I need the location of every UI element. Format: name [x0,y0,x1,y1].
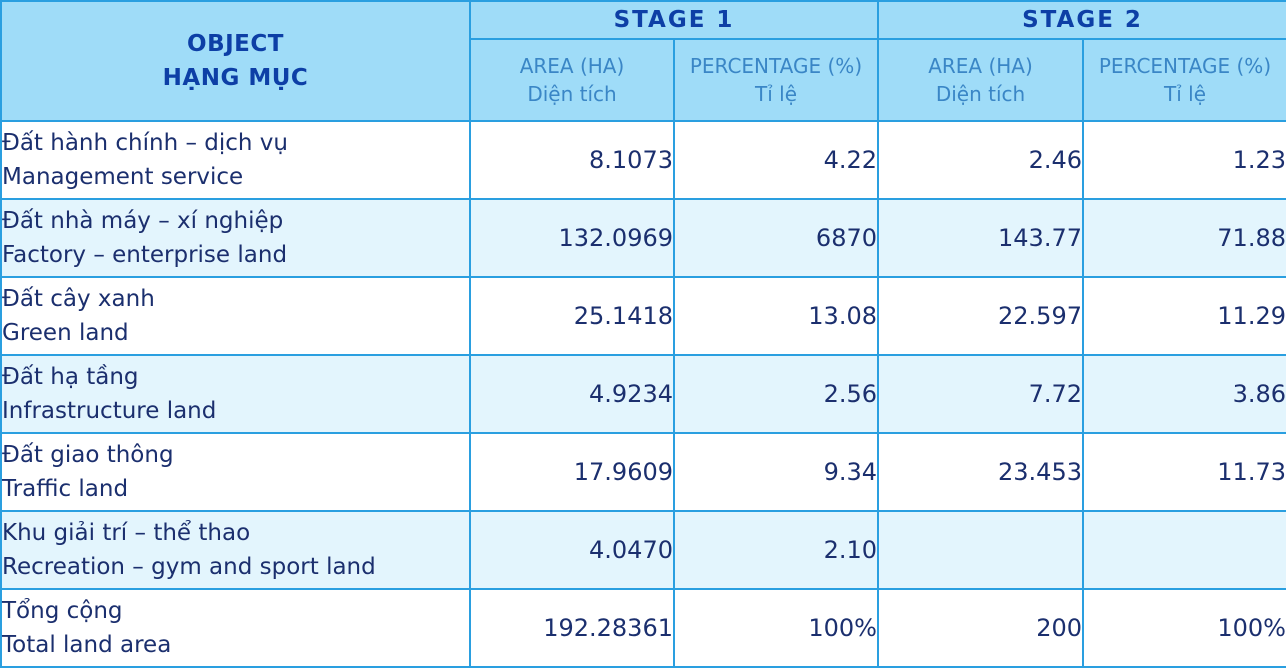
row-label-en: Green land [2,320,129,346]
percentage-header-en: PERCENTAGE (%) [689,54,863,78]
stage2-area-cell [877,510,1084,590]
stage1-area-cell: 8.1073 [469,120,675,200]
object-header: OBJECT HẠNG MỤC [0,0,471,122]
stage2-area-cell: 143.77 [877,198,1084,278]
stage2-percentage-cell: 71.88 [1082,198,1286,278]
row-label-en: Recreation – gym and sport land [2,554,376,580]
row-label-en: Factory – enterprise land [2,242,288,268]
table-row: Đất hạ tầng Infrastructure land 4.9234 2… [0,354,1286,434]
row-label-en: Traffic land [2,476,129,502]
area-header-en: AREA (HA) [928,54,1033,78]
row-label: Đất hành chính – dịch vụ Management serv… [0,120,471,200]
stage1-area-header: AREA (HA) Diện tích [469,38,675,122]
stage2-area-cell: 22.597 [877,276,1084,356]
row-label-vi: Khu giải trí – thể thao [2,520,251,546]
object-header-vi: HẠNG MỤC [162,65,309,91]
row-label-vi: Đất nhà máy – xí nghiệp [2,208,284,234]
table-row: Đất giao thông Traffic land 17.9609 9.34… [0,432,1286,512]
stage2-area-header: AREA (HA) Diện tích [877,38,1084,122]
row-label: Đất hạ tầng Infrastructure land [0,354,471,434]
stage2-area-cell: 200 [877,588,1084,668]
stage1-area-cell: 17.9609 [469,432,675,512]
area-header-vi: Diện tích [935,82,1026,106]
stage2-area-cell: 7.72 [877,354,1084,434]
stage1-percentage-cell: 2.10 [673,510,879,590]
stage2-percentage-cell [1082,510,1286,590]
stage1-header: STAGE 1 [469,0,879,40]
stage1-percentage-cell: 6870 [673,198,879,278]
table-row: Đất nhà máy – xí nghiệp Factory – enterp… [0,198,1286,278]
stage1-percentage-cell: 9.34 [673,432,879,512]
stage1-area-cell: 25.1418 [469,276,675,356]
stage2-percentage-cell: 3.86 [1082,354,1286,434]
table-row-total: Tổng cộng Total land area 192.28361 100%… [0,588,1286,668]
row-label-en: Management service [2,164,244,190]
row-label-vi: Đất hành chính – dịch vụ [2,130,288,156]
row-label: Đất cây xanh Green land [0,276,471,356]
row-label-vi: Đất giao thông [2,442,174,468]
object-header-en: OBJECT [187,31,284,57]
stage2-percentage-cell: 11.73 [1082,432,1286,512]
table-row: Đất cây xanh Green land 25.1418 13.08 22… [0,276,1286,356]
row-label-vi: Đất hạ tầng [2,364,139,390]
stage1-area-cell: 4.0470 [469,510,675,590]
stage2-percentage-cell: 11.29 [1082,276,1286,356]
stage2-percentage-header: PERCENTAGE (%) Tỉ lệ [1082,38,1286,122]
stage2-percentage-cell: 100% [1082,588,1286,668]
row-label: Đất giao thông Traffic land [0,432,471,512]
percentage-header-vi: Tỉ lệ [1164,82,1206,106]
area-header-en: AREA (HA) [519,54,625,78]
row-label-vi: Tổng cộng [2,598,123,624]
table-row: Khu giải trí – thể thao Recreation – gym… [0,510,1286,590]
row-label: Khu giải trí – thể thao Recreation – gym… [0,510,471,590]
stage2-area-cell: 23.453 [877,432,1084,512]
area-header-vi: Diện tích [527,82,617,106]
percentage-header-en: PERCENTAGE (%) [1098,54,1272,78]
row-label: Đất nhà máy – xí nghiệp Factory – enterp… [0,198,471,278]
stage1-percentage-cell: 13.08 [673,276,879,356]
stage1-percentage-cell: 2.56 [673,354,879,434]
row-label-vi: Đất cây xanh [2,286,155,312]
percentage-header-vi: Tỉ lệ [755,82,797,106]
stage1-percentage-header: PERCENTAGE (%) Tỉ lệ [673,38,879,122]
row-label: Tổng cộng Total land area [0,588,471,668]
stage1-percentage-cell: 4.22 [673,120,879,200]
stage2-percentage-cell: 1.23 [1082,120,1286,200]
stage1-area-cell: 192.28361 [469,588,675,668]
stage1-percentage-cell: 100% [673,588,879,668]
row-label-en: Infrastructure land [2,398,217,424]
stage1-area-cell: 132.0969 [469,198,675,278]
stage1-area-cell: 4.9234 [469,354,675,434]
stage2-area-cell: 2.46 [877,120,1084,200]
row-label-en: Total land area [2,632,172,658]
table-row: Đất hành chính – dịch vụ Management serv… [0,120,1286,200]
stage2-header: STAGE 2 [877,0,1286,40]
